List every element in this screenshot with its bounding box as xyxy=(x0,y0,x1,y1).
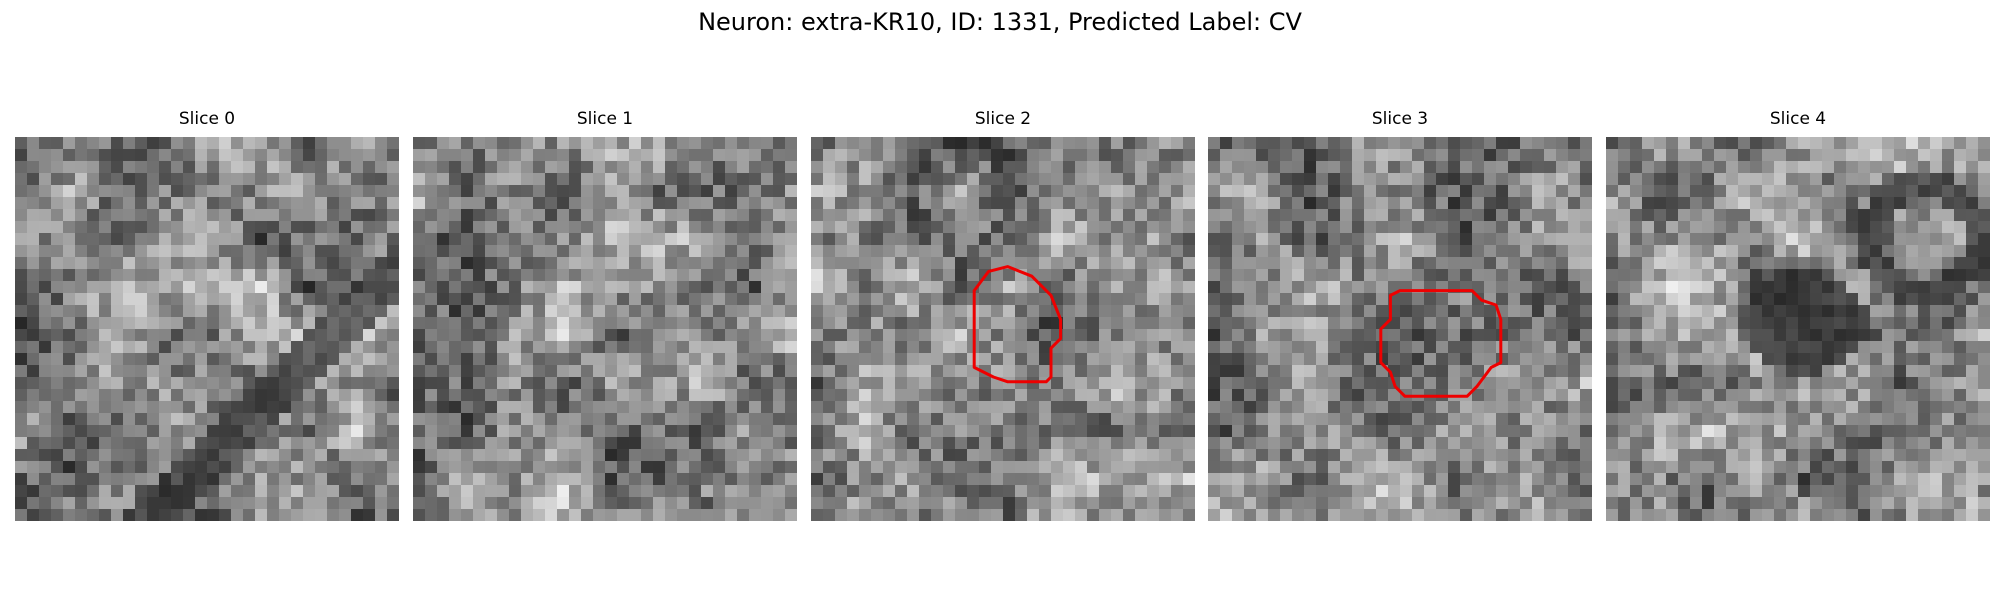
slice-panel-2: Slice 2 xyxy=(811,108,1195,521)
slice-overlay xyxy=(972,265,1063,384)
slice-image xyxy=(1606,137,1990,521)
slice-image xyxy=(413,137,797,521)
slice-title: Slice 4 xyxy=(1769,109,1827,129)
slice-title: Slice 3 xyxy=(1371,109,1429,129)
slice-panel-4: Slice 4 xyxy=(1606,108,1990,521)
slice-overlay xyxy=(413,137,797,521)
slice-title: Slice 1 xyxy=(576,109,634,129)
slice-panel-0: Slice 0 xyxy=(15,108,399,521)
slice-title: Slice 0 xyxy=(178,109,236,129)
slice-image xyxy=(1208,137,1592,521)
figure-title: Neuron: extra-KR10, ID: 1331, Predicted … xyxy=(698,8,1302,36)
slice-overlay xyxy=(1606,137,1990,521)
roi-contour xyxy=(1379,289,1503,398)
slice-image xyxy=(15,137,399,521)
slice-panel-1: Slice 1 xyxy=(413,108,797,521)
slice-image xyxy=(811,137,1195,521)
slice-overlay xyxy=(1379,289,1503,398)
slice-panel-3: Slice 3 xyxy=(1208,108,1592,521)
slice-overlay xyxy=(15,137,399,521)
roi-contour xyxy=(972,265,1063,384)
slice-title: Slice 2 xyxy=(974,109,1032,129)
